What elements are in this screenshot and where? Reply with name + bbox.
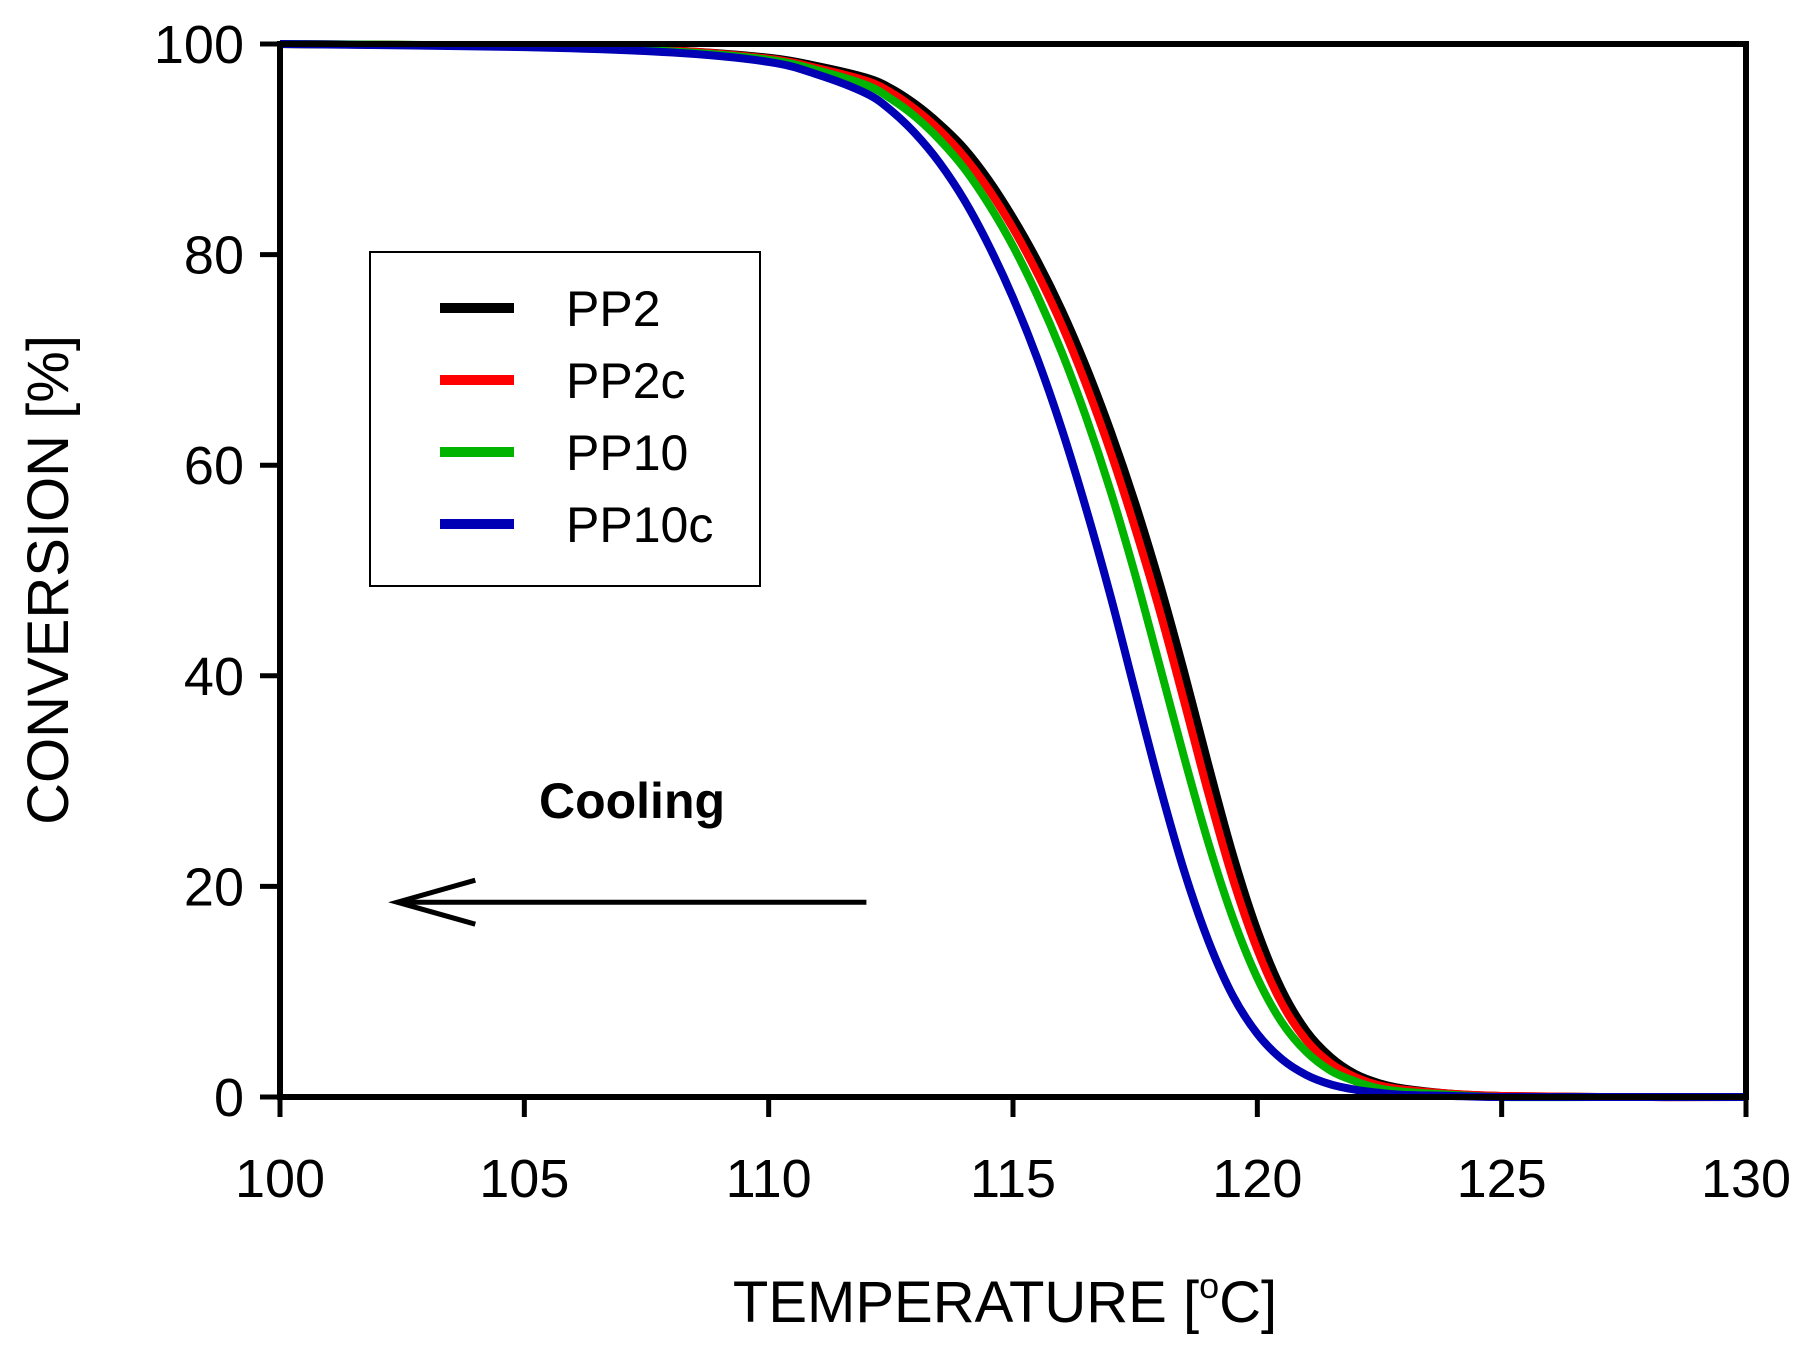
legend-label-pp2: PP2: [566, 281, 661, 337]
ticks-layer: 100 105 110 115 120 125 130 0 20 40 60 80 100: [154, 15, 1791, 1209]
x-tick-label: 115: [970, 1149, 1056, 1209]
cooling-label: Cooling: [539, 773, 725, 829]
x-axis-title-text: TEMPERATURE [: [733, 1270, 1199, 1335]
legend-box: [369, 251, 761, 587]
x-tick-label: 105: [479, 1149, 569, 1209]
series-line-pp10: [279, 40, 1746, 1102]
y-tick-label: 0: [214, 1068, 244, 1128]
x-tick-label: 120: [1212, 1149, 1302, 1209]
y-tick-label: 100: [154, 15, 244, 75]
x-tick-label: 100: [235, 1149, 325, 1209]
x-tick-label: 130: [1701, 1149, 1791, 1209]
x-axis-title-superscript: o: [1199, 1265, 1219, 1306]
x-tick-label: 125: [1457, 1149, 1547, 1209]
y-tick-label: 20: [184, 857, 244, 917]
legend: PP2 PP2c PP10 PP10c: [369, 251, 761, 587]
cooling-annotation: Cooling: [388, 773, 867, 927]
y-tick-label: 80: [184, 226, 244, 286]
series-line-pp10c: [279, 40, 1746, 1102]
x-tick-label: 110: [726, 1149, 812, 1209]
legend-label-pp2c: PP2c: [566, 353, 686, 409]
x-axis-title-suffix: C]: [1219, 1270, 1277, 1335]
series-layer: [279, 40, 1747, 1102]
y-tick-label: 60: [184, 436, 244, 496]
legend-items: PP2 PP2c PP10 PP10c: [440, 281, 713, 553]
cooling-arrow-head-icon: [388, 877, 476, 927]
y-tick-label: 40: [184, 647, 244, 707]
x-axis-title: TEMPERATURE [oC]: [733, 1265, 1277, 1335]
legend-label-pp10: PP10: [566, 425, 688, 481]
y-axis-title: CONVERSION [%]: [16, 335, 81, 825]
legend-label-pp10c: PP10c: [566, 497, 713, 553]
